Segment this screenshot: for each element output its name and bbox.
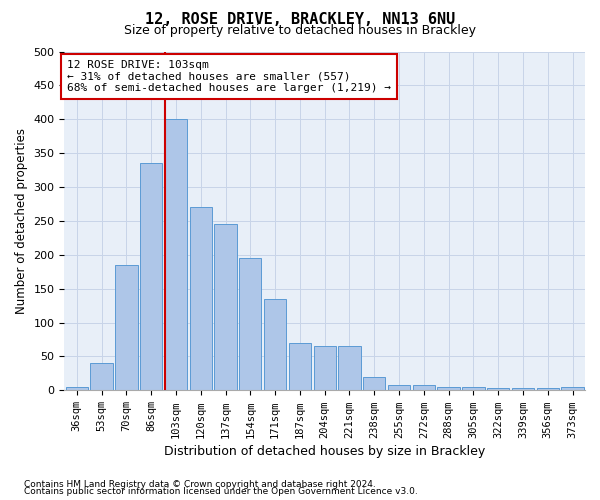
Bar (536, 388, 559, 390)
Bar (363, 377, 385, 390)
Bar (487, 388, 509, 390)
Bar (338, 346, 361, 391)
Bar (462, 387, 485, 390)
Bar (264, 299, 286, 390)
Text: 12, ROSE DRIVE, BRACKLEY, NN13 6NU: 12, ROSE DRIVE, BRACKLEY, NN13 6NU (145, 12, 455, 26)
Text: Contains HM Land Registry data © Crown copyright and database right 2024.: Contains HM Land Registry data © Crown c… (24, 480, 376, 489)
Text: Contains public sector information licensed under the Open Government Licence v3: Contains public sector information licen… (24, 488, 418, 496)
Text: Size of property relative to detached houses in Brackley: Size of property relative to detached ho… (124, 24, 476, 37)
Bar (214, 224, 236, 390)
Y-axis label: Number of detached properties: Number of detached properties (15, 128, 28, 314)
Bar (388, 385, 410, 390)
Bar (165, 120, 187, 390)
Bar (413, 385, 435, 390)
Bar (562, 387, 584, 390)
Bar (190, 208, 212, 390)
Bar (140, 164, 163, 390)
Bar (289, 343, 311, 390)
Bar (512, 388, 534, 390)
Bar (115, 265, 137, 390)
Bar (437, 387, 460, 390)
Text: 12 ROSE DRIVE: 103sqm
← 31% of detached houses are smaller (557)
68% of semi-det: 12 ROSE DRIVE: 103sqm ← 31% of detached … (67, 60, 391, 93)
X-axis label: Distribution of detached houses by size in Brackley: Distribution of detached houses by size … (164, 444, 485, 458)
Bar (239, 258, 262, 390)
Bar (91, 363, 113, 390)
Bar (65, 387, 88, 390)
Bar (314, 346, 336, 391)
